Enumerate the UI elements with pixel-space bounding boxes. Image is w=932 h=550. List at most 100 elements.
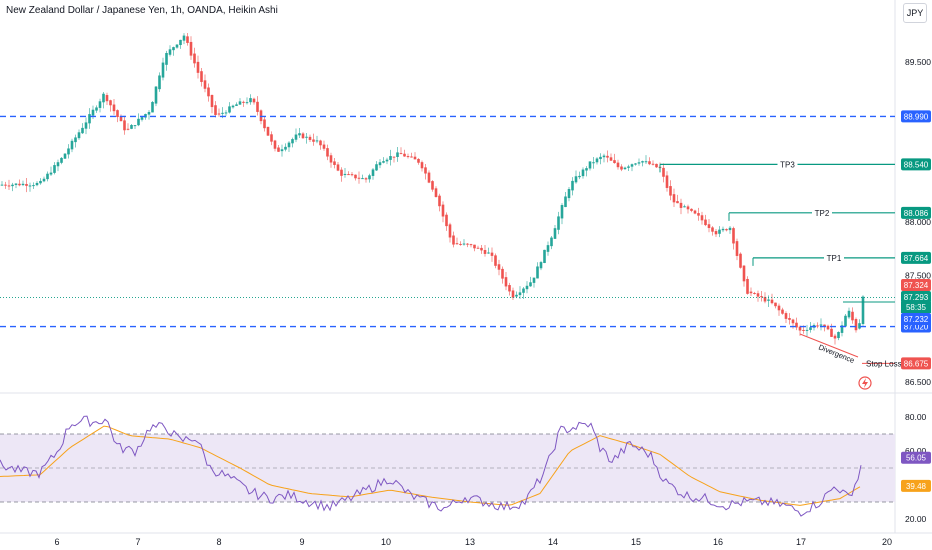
rsi-value-tag — [901, 451, 931, 464]
candle-body — [417, 158, 420, 163]
candle-body — [161, 62, 165, 78]
candle-body — [305, 136, 308, 138]
candle-body — [49, 172, 53, 175]
candle-body — [721, 228, 725, 231]
candle-body — [847, 310, 851, 318]
rsi-line — [0, 415, 862, 517]
candle-body — [256, 101, 259, 112]
candle-body — [739, 253, 742, 268]
candle-body — [459, 243, 462, 245]
candle-body — [301, 133, 305, 139]
candle-body — [784, 313, 788, 319]
candle-body — [350, 174, 354, 176]
candle-body — [574, 176, 578, 183]
candle-body — [434, 188, 438, 197]
candle-body — [819, 324, 823, 326]
target-price-tag — [901, 158, 931, 171]
candle-body — [634, 163, 637, 165]
candle-body — [228, 106, 231, 113]
candle-body — [133, 125, 137, 127]
candle-body — [420, 162, 424, 169]
candle-body — [203, 80, 207, 89]
candle-body — [473, 244, 476, 249]
candle-body — [284, 146, 287, 150]
candle-body — [287, 142, 291, 148]
currency-button[interactable]: JPY — [903, 3, 927, 23]
target-price-tag-text: 87.664 — [904, 254, 929, 263]
candle-body — [448, 224, 452, 238]
time-tick-label: 8 — [216, 537, 221, 547]
candle-body — [546, 245, 550, 252]
candle-body — [756, 293, 760, 297]
candle-body — [63, 153, 67, 159]
candle-body — [431, 181, 434, 190]
candle-body — [193, 53, 196, 64]
rsi-value-tag — [901, 479, 931, 492]
candle-body — [742, 265, 746, 282]
candle-body — [466, 243, 469, 245]
target-price-tag-text: 88.086 — [904, 209, 929, 218]
candle-body — [669, 186, 672, 196]
candle-body — [329, 155, 333, 163]
candle-body — [690, 208, 693, 211]
candle-body — [627, 166, 630, 168]
candle-body — [91, 109, 95, 116]
target-price-tag-text: 86.675 — [904, 359, 929, 368]
candle-body — [571, 180, 574, 191]
candle-body — [609, 157, 613, 161]
candle-body — [532, 277, 536, 283]
divergence-label: Divergence — [817, 343, 856, 366]
horizontal-levels — [0, 115, 895, 328]
candle-body — [795, 322, 798, 328]
candle-body — [518, 292, 522, 296]
time-tick-label: 20 — [882, 537, 892, 547]
candle-body — [826, 325, 830, 330]
candle-body — [462, 243, 466, 245]
candle-body — [308, 136, 312, 140]
candle-body — [830, 328, 833, 337]
candle-body — [802, 329, 805, 331]
target-label-bg — [777, 159, 798, 170]
candle-body — [816, 325, 819, 327]
candle-body — [172, 47, 175, 51]
candle-body — [711, 227, 714, 232]
candle-body — [560, 205, 564, 219]
candle-body — [543, 249, 546, 264]
candle-body — [508, 285, 511, 292]
time-axis-ticks: 6 7 8 9 10 13 14 15 16 17 20 — [54, 537, 892, 547]
price-axis-ticks: 89.500 88.000 87.500 86.500 80.00 60.00 20.00 — [905, 57, 931, 524]
candle-body — [14, 183, 18, 185]
candle-body — [606, 155, 609, 158]
rsi-value-tag-text: 56.05 — [906, 454, 927, 463]
candle-body — [182, 35, 186, 41]
candle-body — [851, 311, 854, 321]
candle-body — [102, 93, 105, 103]
candle-body — [854, 319, 858, 331]
target-label-bg — [824, 252, 844, 263]
candle-body — [105, 95, 109, 102]
candle-body — [592, 162, 595, 164]
candle-body — [833, 335, 837, 339]
candle-body — [403, 153, 406, 157]
candle-body — [753, 292, 756, 294]
rsi-tick-label: 20.00 — [905, 514, 927, 524]
candle-body — [641, 161, 644, 163]
time-tick-label: 16 — [713, 537, 723, 547]
candle-body — [245, 102, 249, 104]
stop-loss-label: Stop Loss — [866, 359, 902, 368]
candle-body — [266, 126, 270, 136]
candle-body — [707, 224, 711, 229]
price-tick-label: 88.000 — [905, 217, 931, 227]
target-price-tag — [901, 251, 931, 264]
candle-body — [714, 231, 718, 235]
candle-body — [413, 156, 417, 160]
candle-body — [312, 139, 315, 142]
candle-body — [280, 149, 284, 152]
price-tick-label: 89.500 — [905, 57, 931, 67]
candle-body — [837, 332, 840, 339]
candle-body — [767, 299, 770, 301]
candle-body — [455, 243, 459, 245]
candle-body — [53, 165, 56, 173]
candle-body — [60, 157, 63, 163]
